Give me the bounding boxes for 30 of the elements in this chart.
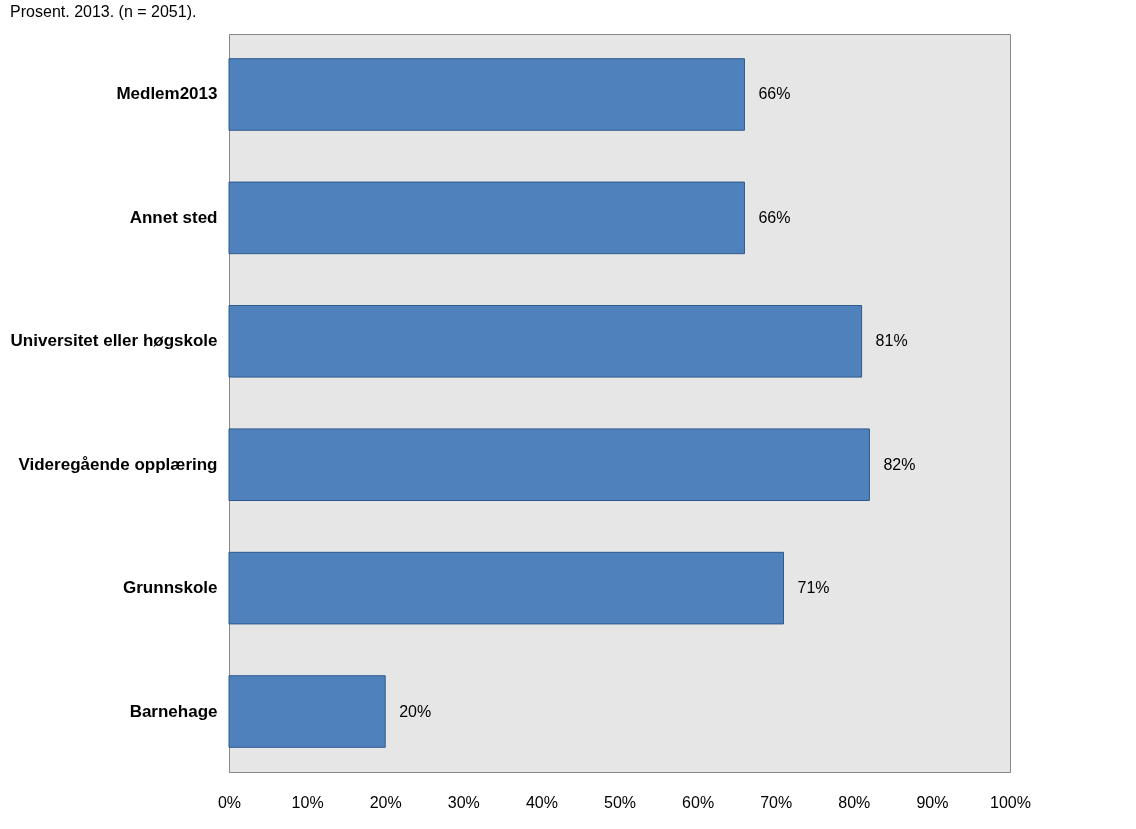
bar bbox=[228, 305, 863, 378]
x-tick-label: 50% bbox=[603, 793, 637, 811]
x-tick-label: 70% bbox=[760, 793, 793, 811]
x-tick-label: 100% bbox=[990, 793, 1031, 811]
data-label: 82% bbox=[883, 455, 916, 473]
y-tick-label: Grunnskole bbox=[123, 578, 218, 598]
data-label: 20% bbox=[399, 702, 432, 720]
x-tick-label: 40% bbox=[525, 793, 558, 811]
bar bbox=[228, 428, 870, 501]
y-tick-label: Medlem2013 bbox=[116, 84, 218, 104]
y-tick-label: Videregående opplæring bbox=[18, 454, 218, 474]
chart-title: Prosent. 2013. (n = 2051). bbox=[10, 3, 197, 20]
data-label: 81% bbox=[875, 332, 908, 350]
x-tick-label: 80% bbox=[838, 793, 871, 811]
bar bbox=[228, 675, 386, 748]
x-tick-label: 30% bbox=[447, 793, 480, 811]
bar bbox=[228, 181, 745, 255]
bar bbox=[228, 58, 745, 131]
y-tick-label: Universitet eller høgskole bbox=[10, 331, 218, 351]
data-label: 66% bbox=[758, 208, 791, 226]
y-tick-label: Barnehage bbox=[129, 701, 218, 721]
bar bbox=[228, 551, 785, 625]
data-label: 66% bbox=[758, 85, 791, 103]
data-label: 71% bbox=[797, 579, 830, 597]
x-tick-label: 0% bbox=[217, 793, 242, 811]
x-tick-label: 60% bbox=[682, 793, 715, 811]
x-tick-label: 90% bbox=[916, 793, 949, 811]
x-tick-label: 20% bbox=[369, 793, 402, 811]
x-tick-label: 10% bbox=[291, 793, 324, 811]
y-tick-label: Annet sted bbox=[129, 207, 218, 227]
